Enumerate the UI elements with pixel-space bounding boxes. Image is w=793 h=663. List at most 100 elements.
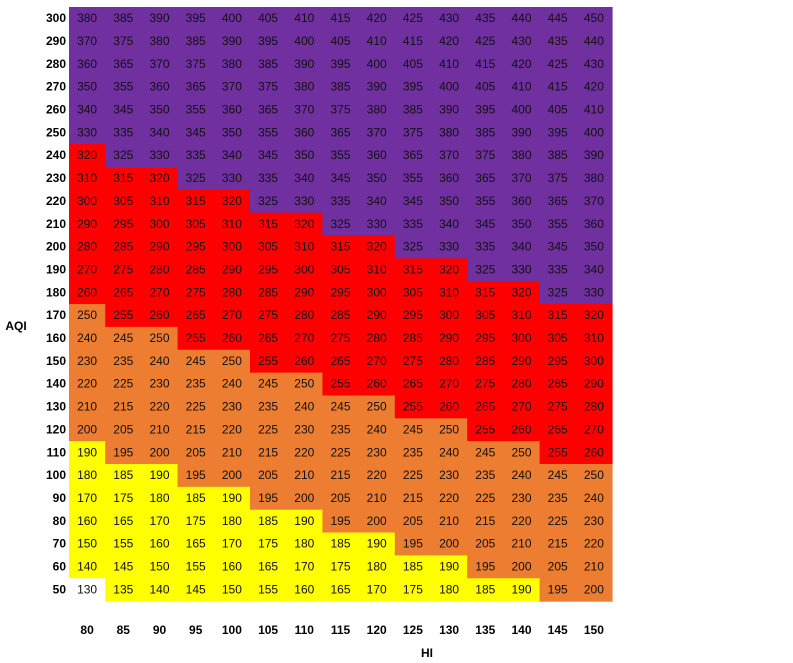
- heatmap-cell: [503, 395, 541, 419]
- heatmap-cell-label: 190: [77, 445, 97, 459]
- heatmap-cell: [322, 75, 360, 99]
- heatmap-cell-label: 270: [77, 262, 97, 276]
- heatmap-cell-label: 210: [77, 400, 97, 414]
- heatmap-cell: [250, 281, 287, 305]
- heatmap-cell: [105, 486, 142, 511]
- heatmap-cell-label: 425: [548, 57, 568, 71]
- heatmap-cell: [394, 29, 432, 54]
- heatmap-cell: [394, 121, 432, 145]
- heatmap-cell-label: 410: [511, 80, 531, 94]
- heatmap-cell-label: 300: [367, 285, 387, 299]
- heatmap-cell-label: 370: [77, 34, 97, 48]
- heatmap-cell: [250, 441, 287, 465]
- heatmap-cell: [105, 29, 142, 54]
- heatmap-cell-label: 230: [584, 514, 604, 528]
- heatmap-cell: [322, 464, 360, 488]
- heatmap-cell-label: 230: [294, 422, 314, 436]
- heatmap-cell: [286, 98, 323, 122]
- heatmap-cell-label: 240: [77, 331, 97, 345]
- heatmap-cell-label: 330: [222, 171, 242, 185]
- heatmap-cell: [503, 235, 541, 259]
- heatmap-cell-label: 295: [403, 308, 423, 322]
- heatmap-cell: [213, 418, 251, 442]
- heatmap-cell: [177, 578, 215, 602]
- heatmap-cell: [250, 166, 287, 191]
- y-axis-ticks: 300 290 280 270 260 250 240 230 220 210 200 190 180 1…: [46, 11, 66, 596]
- heatmap-cell: [575, 75, 613, 99]
- heatmap-cell-label: 300: [511, 331, 531, 345]
- heatmap-cell: [394, 281, 432, 305]
- heatmap-cell: [431, 52, 468, 77]
- heatmap-cell-label: 220: [439, 491, 459, 505]
- heatmap-cell-label: 190: [367, 537, 387, 551]
- heatmap-cell-label: 230: [77, 354, 97, 368]
- heatmap-cell-label: 155: [113, 537, 133, 551]
- heatmap-cell-label: 250: [222, 354, 242, 368]
- heatmap-cell-label: 390: [584, 148, 604, 162]
- heatmap-cell: [141, 555, 179, 579]
- heatmap-cell-label: 415: [548, 80, 568, 94]
- heatmap-cell: [105, 372, 142, 397]
- heatmap-cell: [105, 326, 142, 351]
- heatmap-cell-label: 300: [77, 194, 97, 208]
- heatmap-cell: [177, 7, 215, 31]
- heatmap-cell: [431, 509, 468, 534]
- heatmap-cell: [177, 75, 215, 99]
- heatmap-cell-label: 220: [367, 468, 387, 482]
- heatmap-cell-label: 235: [186, 377, 206, 391]
- y-tick-label: 70: [53, 537, 67, 551]
- heatmap-cell-label: 360: [439, 171, 459, 185]
- x-tick-label: 135: [475, 623, 495, 637]
- heatmap-cell-label: 410: [584, 103, 604, 117]
- heatmap-cell: [177, 166, 215, 191]
- heatmap-cell-label: 145: [113, 560, 133, 574]
- heatmap-cell: [394, 395, 432, 419]
- heatmap-cell-label: 370: [439, 148, 459, 162]
- heatmap-cell-label: 370: [222, 80, 242, 94]
- heatmap-cell-label: 290: [77, 217, 97, 231]
- heatmap-cell-label: 380: [222, 57, 242, 71]
- heatmap-cell-label: 205: [258, 468, 278, 482]
- heatmap-cell: [575, 418, 613, 442]
- heatmap-cell-label: 415: [403, 34, 423, 48]
- heatmap-cell-label: 190: [511, 582, 531, 596]
- heatmap-cell: [467, 555, 504, 579]
- heatmap-cell: [431, 486, 468, 511]
- heatmap-cell-label: 160: [294, 582, 314, 596]
- heatmap-cell: [358, 281, 396, 305]
- heatmap-cell: [105, 578, 142, 602]
- heatmap-cell-label: 315: [186, 194, 206, 208]
- heatmap-cell-label: 275: [113, 262, 133, 276]
- heatmap-cell-label: 390: [439, 103, 459, 117]
- heatmap-cell-label: 245: [548, 468, 568, 482]
- heatmap-cell: [177, 509, 215, 534]
- heatmap-cell: [213, 121, 251, 145]
- heatmap-cell: [141, 7, 179, 31]
- heatmap-cell: [431, 441, 468, 465]
- heatmap-cell: [394, 304, 432, 328]
- heatmap-cell-label: 320: [584, 308, 604, 322]
- heatmap-cell: [431, 258, 468, 282]
- heatmap-cell: [250, 212, 287, 237]
- heatmap-cell-label: 335: [186, 148, 206, 162]
- heatmap-cell: [431, 75, 468, 99]
- heatmap-cell-label: 270: [439, 377, 459, 391]
- heatmap-cell: [539, 349, 577, 374]
- heatmap-cell: [431, 144, 468, 168]
- heatmap-cell: [503, 486, 541, 511]
- y-tick-label: 280: [46, 57, 66, 71]
- heatmap-cell-label: 340: [367, 194, 387, 208]
- heatmap-cell-label: 375: [186, 57, 206, 71]
- heatmap-cell-label: 240: [511, 468, 531, 482]
- heatmap-cell-label: 220: [77, 377, 97, 391]
- heatmap-cell: [141, 144, 179, 168]
- heatmap-cell-label: 275: [186, 285, 206, 299]
- heatmap-cell: [575, 212, 613, 237]
- heatmap-cell-label: 175: [403, 582, 423, 596]
- heatmap-cell: [250, 509, 287, 534]
- heatmap-cell-label: 210: [367, 491, 387, 505]
- heatmap-cell-label: 325: [186, 171, 206, 185]
- heatmap-cell: [250, 75, 287, 99]
- heatmap-cell: [250, 464, 287, 488]
- heatmap-cell-label: 175: [186, 514, 206, 528]
